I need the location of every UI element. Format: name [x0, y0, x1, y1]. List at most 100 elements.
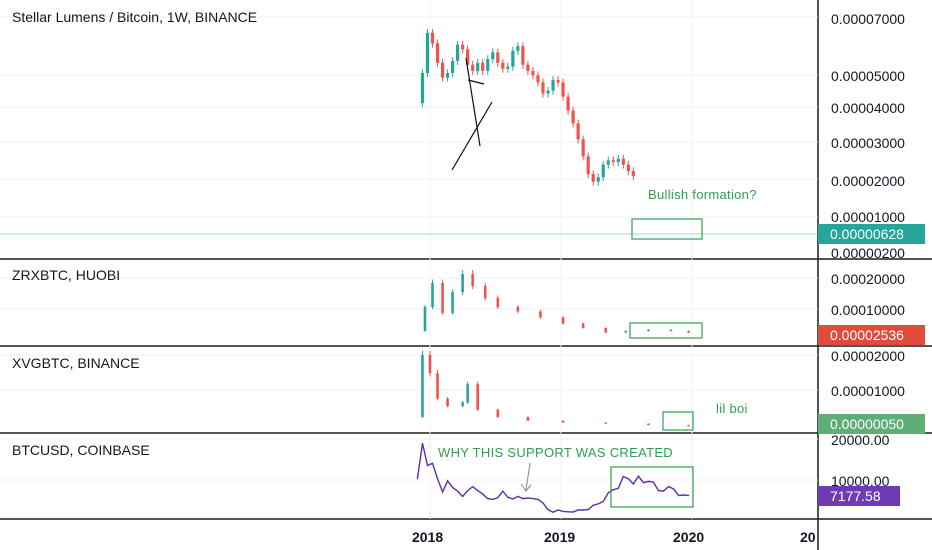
candle-body — [576, 123, 580, 140]
candle-body — [440, 62, 445, 78]
svg-text:0.00002536: 0.00002536 — [830, 327, 904, 343]
candle-body — [581, 139, 585, 157]
btc-data-point — [497, 497, 499, 499]
svg-text:7177.58: 7177.58 — [830, 488, 881, 504]
candle-body — [566, 96, 570, 111]
candle-body — [445, 73, 450, 78]
btc-data-point — [467, 490, 469, 492]
candle-body — [591, 174, 595, 182]
btc-data-point — [552, 511, 554, 513]
candle-body — [496, 52, 500, 63]
btc-data-point — [662, 490, 665, 492]
candle-body — [430, 32, 435, 44]
candle-body — [451, 292, 454, 313]
btc-data-point — [446, 480, 449, 482]
candle-body — [536, 75, 540, 83]
y-tick-label: 0.00020000 — [831, 271, 905, 287]
btc-data-point — [512, 498, 514, 500]
candle-body — [431, 283, 434, 307]
x-axis[interactable]: 2018 2019 2020 20 — [412, 529, 816, 545]
zrx-annotation-box — [629, 322, 703, 339]
candle-body — [483, 286, 487, 298]
annotation-bullish: Bullish formation? — [648, 187, 757, 202]
y-tick-label: 0.00001000 — [831, 209, 905, 225]
candle-body — [461, 402, 464, 407]
btc-data-point — [472, 486, 474, 488]
btc-data-point — [522, 497, 524, 500]
btc-data-point — [597, 503, 599, 505]
candle-body — [496, 409, 500, 418]
price-tag-btc: 7177.58 — [818, 486, 900, 506]
btc-data-point — [421, 442, 424, 445]
btc-data-point — [562, 510, 564, 512]
annotation-boxes[interactable] — [610, 218, 703, 508]
candle-body — [506, 66, 510, 69]
btc-data-point — [687, 494, 690, 497]
y-tick-label: 0.00001000 — [831, 383, 905, 399]
xlm-annotation-box — [631, 218, 703, 240]
y-axis-xvg[interactable]: 0.00002000 0.00001000 — [831, 348, 905, 399]
candle-body — [481, 62, 485, 71]
candle-body — [466, 384, 469, 403]
y-tick-label: 0.00002000 — [831, 348, 905, 364]
btc-data-point — [632, 483, 634, 485]
candle-body — [541, 82, 545, 94]
xvg-annotation-box — [662, 411, 694, 431]
candle-body — [516, 307, 520, 312]
candle-body — [531, 70, 535, 76]
trend-lines[interactable] — [451, 57, 493, 171]
annotation-support: WHY THIS SUPPORT WAS CREATED — [438, 445, 673, 460]
candle-body — [526, 417, 530, 421]
y-axis-btc[interactable]: 20000.00 10000.00 — [831, 432, 890, 489]
candle-body — [441, 283, 444, 313]
candle-body — [616, 158, 620, 163]
y-tick-label: 0.00003000 — [831, 135, 905, 151]
price-tag-zrx: 0.00002536 — [818, 325, 925, 345]
x-tick-label: 2019 — [544, 529, 575, 545]
candle-body — [647, 423, 650, 426]
candle-body — [601, 164, 605, 178]
y-tick-label: 0.00007000 — [831, 11, 905, 27]
candle-body — [606, 160, 610, 165]
x-tick-label: 2020 — [673, 529, 704, 545]
arrow-annotation[interactable] — [520, 462, 532, 492]
btc-data-point — [647, 480, 650, 482]
btc-data-point — [572, 511, 574, 513]
btc-data-point — [451, 486, 454, 489]
btc-data-point — [527, 497, 529, 499]
candle-body — [491, 52, 495, 60]
btc-data-point — [677, 494, 680, 497]
btc-data-point — [416, 478, 419, 480]
btc-data-point — [502, 490, 504, 492]
candle-body — [435, 43, 440, 63]
pane-title-btc: BTCUSD, COINBASE — [12, 442, 150, 458]
svg-text:0.00000050: 0.00000050 — [830, 416, 904, 432]
candle-body — [425, 32, 430, 74]
btc-data-point — [457, 490, 459, 492]
price-tag-xvg: 0.00000050 — [818, 414, 925, 434]
candle-body — [647, 329, 650, 331]
candle-body — [596, 177, 600, 182]
btc-data-point — [582, 509, 584, 511]
candle-body — [624, 331, 628, 333]
btc-data-point — [637, 475, 639, 477]
candle-body — [539, 311, 542, 318]
btc-data-point — [431, 462, 434, 464]
btc-usd-line — [416, 442, 690, 513]
btc-data-point — [477, 490, 479, 492]
btc-data-point — [487, 497, 489, 500]
candle-body — [551, 79, 555, 91]
candle-body — [621, 158, 625, 165]
candle-body — [450, 60, 455, 74]
candle-body — [669, 329, 673, 331]
pane-title-zrx: ZRXBTC, HUOBI — [12, 267, 120, 283]
y-tick-label: 20000.00 — [831, 432, 890, 448]
btc-data-point — [652, 481, 655, 483]
y-axis-zrx[interactable]: 0.00020000 0.00010000 — [831, 271, 905, 318]
candle-body — [436, 373, 439, 399]
candle-body — [466, 49, 470, 65]
y-axis-xlm[interactable]: 0.00007000 0.00005000 0.00004000 0.00003… — [831, 11, 905, 261]
candle-body — [496, 298, 500, 307]
candle-body — [516, 46, 520, 51]
